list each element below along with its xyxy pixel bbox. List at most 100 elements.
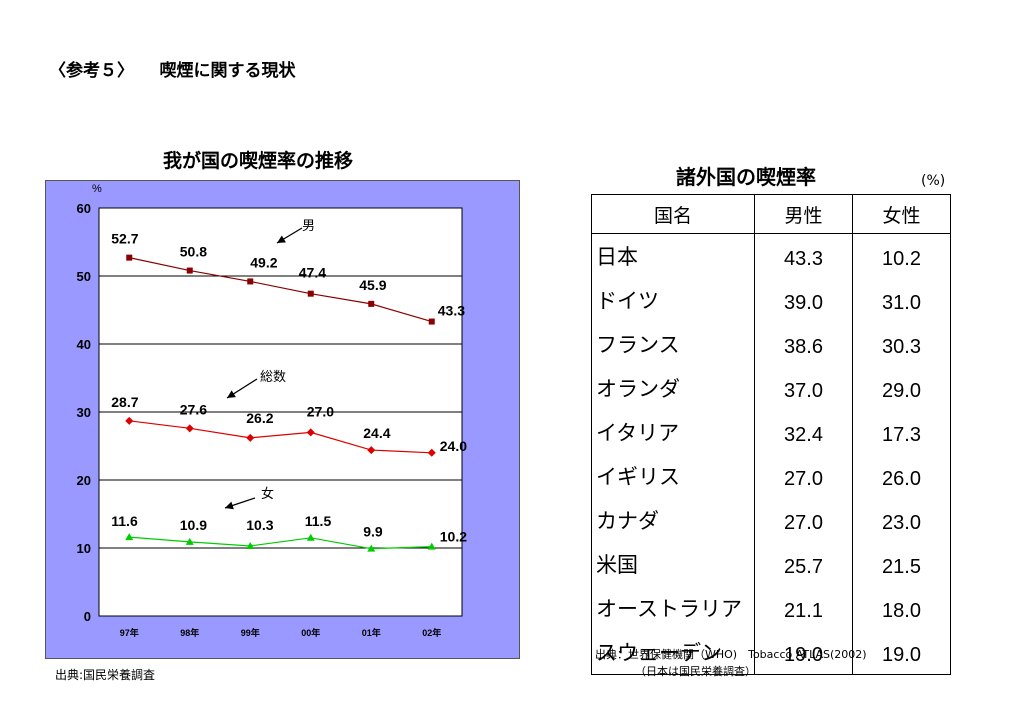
y-axis-unit: % bbox=[92, 183, 102, 195]
data-point bbox=[367, 544, 376, 552]
male-rate: 39.0 bbox=[754, 278, 853, 322]
column-header-male: 男性 bbox=[754, 194, 853, 234]
female-rate: 30.3 bbox=[852, 322, 951, 366]
data-label: 47.4 bbox=[299, 265, 326, 281]
male-rate: 25.7 bbox=[754, 542, 853, 586]
data-point bbox=[125, 533, 134, 541]
data-label: 28.7 bbox=[111, 394, 138, 410]
table-row: オーストラリア 21.1 18.0 bbox=[591, 586, 951, 630]
chart-source-note: 出典:国民栄養調査 bbox=[55, 668, 156, 682]
data-label: 11.5 bbox=[305, 513, 332, 529]
country-name: スウェーデン bbox=[591, 630, 755, 675]
data-point bbox=[186, 267, 193, 274]
country-name: フランス bbox=[591, 322, 755, 366]
data-point bbox=[307, 290, 314, 297]
column-header-country: 国名 bbox=[591, 194, 755, 234]
table-row: スウェーデン 19.0 19.0 bbox=[591, 630, 951, 675]
data-point bbox=[428, 318, 435, 325]
data-point bbox=[126, 254, 133, 261]
country-name: オランダ bbox=[591, 366, 755, 410]
data-point bbox=[185, 537, 194, 545]
series-line bbox=[129, 257, 432, 323]
female-rate: 26.0 bbox=[852, 454, 951, 498]
data-point bbox=[125, 416, 134, 425]
country-name: ドイツ bbox=[591, 278, 755, 322]
data-point bbox=[306, 428, 315, 437]
data-label: 43.3 bbox=[438, 303, 465, 319]
x-tick-label: 00年 bbox=[301, 627, 320, 638]
series-line bbox=[129, 536, 432, 550]
data-label: 10.9 bbox=[180, 517, 207, 533]
table-row: カナダ 27.0 23.0 bbox=[591, 498, 951, 542]
y-tick-label: 50 bbox=[77, 269, 91, 284]
country-name: イギリス bbox=[591, 454, 755, 498]
data-label: 50.8 bbox=[180, 244, 207, 260]
male-rate: 32.4 bbox=[754, 410, 853, 454]
table-row: フランス 38.6 30.3 bbox=[591, 322, 951, 366]
country-name: 日本 bbox=[591, 233, 755, 278]
table-unit: (%) bbox=[921, 173, 946, 189]
female-rate: 18.0 bbox=[852, 586, 951, 630]
data-point bbox=[367, 446, 376, 455]
male-rate: 43.3 bbox=[754, 233, 853, 278]
data-label: 10.2 bbox=[440, 529, 467, 545]
country-name: カナダ bbox=[591, 498, 755, 542]
male-rate: 19.0 bbox=[754, 630, 853, 675]
female-rate: 10.2 bbox=[852, 233, 951, 278]
data-point bbox=[246, 541, 255, 549]
data-label: 24.0 bbox=[440, 438, 467, 454]
table-source-note: 出典：世界保健機関（WHO) Tobacco ATLAS(2002) bbox=[595, 648, 867, 661]
series-line bbox=[129, 420, 432, 454]
page-title: 〈参考５〉 喫煙に関する現状 bbox=[49, 61, 296, 81]
table-title: 諸外国の喫煙率 bbox=[676, 165, 816, 189]
country-name: イタリア bbox=[591, 410, 755, 454]
data-label: 27.0 bbox=[307, 403, 334, 419]
y-tick-label: 10 bbox=[77, 541, 91, 556]
data-point bbox=[247, 278, 254, 285]
line-chart: 0 10 20 30 40 50 60% 97年 98年 99年 00年 01年 02年 52.7 50.8… bbox=[77, 183, 468, 638]
series-name-label: 女 bbox=[261, 486, 274, 501]
annotation-arrow-head bbox=[277, 235, 286, 243]
chart-title: 我が国の喫煙率の推移 bbox=[163, 150, 354, 172]
data-point bbox=[185, 424, 194, 433]
table-row: イタリア 32.4 17.3 bbox=[591, 410, 951, 454]
country-name: 米国 bbox=[591, 542, 755, 586]
data-label: 49.2 bbox=[250, 254, 277, 270]
x-tick-label: 99年 bbox=[241, 627, 260, 638]
table-row: 米国 25.7 21.5 bbox=[591, 542, 951, 586]
table-source-note-sub: （日本は国民栄養調査） bbox=[635, 665, 756, 678]
annotation-arrow-head bbox=[227, 390, 236, 398]
y-tick-label: 60 bbox=[77, 201, 91, 216]
data-label: 27.6 bbox=[180, 401, 207, 417]
data-label: 24.4 bbox=[363, 425, 390, 441]
y-tick-label: 20 bbox=[77, 473, 91, 488]
table-header-row: 国名 男性 女性 bbox=[591, 194, 951, 234]
male-rate: 38.6 bbox=[754, 322, 853, 366]
series-name-label: 男 bbox=[302, 218, 315, 233]
data-point bbox=[427, 448, 436, 457]
data-point bbox=[246, 433, 255, 442]
data-label: 9.9 bbox=[363, 524, 383, 540]
x-tick-label: 98年 bbox=[180, 627, 199, 638]
data-label: 10.3 bbox=[246, 517, 273, 533]
female-rate: 23.0 bbox=[852, 498, 951, 542]
column-header-female: 女性 bbox=[852, 194, 951, 234]
annotation-arrow-head bbox=[225, 501, 234, 510]
x-tick-label: 97年 bbox=[120, 627, 139, 638]
male-rate: 27.0 bbox=[754, 454, 853, 498]
female-rate: 17.3 bbox=[852, 410, 951, 454]
data-label: 45.9 bbox=[359, 277, 386, 293]
y-tick-label: 30 bbox=[77, 405, 91, 420]
table-row: 日本 43.3 10.2 bbox=[591, 233, 951, 278]
female-rate: 29.0 bbox=[852, 366, 951, 410]
table-row: ドイツ 39.0 31.0 bbox=[591, 278, 951, 322]
y-tick-label: 40 bbox=[77, 337, 91, 352]
male-rate: 37.0 bbox=[754, 366, 853, 410]
female-rate: 31.0 bbox=[852, 278, 951, 322]
x-tick-label: 02年 bbox=[422, 627, 441, 638]
data-point bbox=[368, 300, 375, 307]
smoking-rate-table: 国名 男性 女性 日本 43.3 10.2 ドイツ 39.0 31.0 フランス 38.6 30… bbox=[591, 194, 951, 675]
male-rate: 27.0 bbox=[754, 498, 853, 542]
data-label: 26.2 bbox=[246, 410, 273, 426]
x-tick-label: 01年 bbox=[362, 627, 381, 638]
